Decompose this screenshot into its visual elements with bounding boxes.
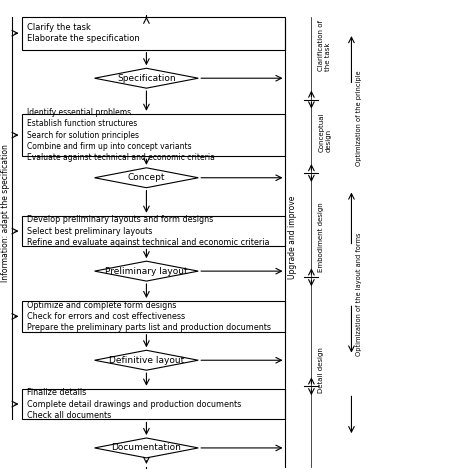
- Polygon shape: [95, 168, 198, 188]
- Text: Documentation: Documentation: [111, 444, 182, 452]
- Text: Upgrade and improve: Upgrade and improve: [288, 195, 297, 279]
- FancyBboxPatch shape: [21, 301, 285, 332]
- Text: Optimization of the principle: Optimization of the principle: [356, 71, 362, 166]
- FancyBboxPatch shape: [21, 114, 285, 156]
- Text: Preliminary layout: Preliminary layout: [105, 267, 188, 275]
- Text: Develop preliminary layouts and form designs
Select best preliminary layouts
Ref: Develop preliminary layouts and form des…: [27, 216, 270, 246]
- Text: Information: adapt the specification: Information: adapt the specification: [0, 145, 9, 282]
- Text: Embodiment design: Embodiment design: [319, 202, 325, 272]
- Polygon shape: [95, 438, 198, 458]
- Polygon shape: [95, 350, 198, 370]
- FancyBboxPatch shape: [21, 17, 285, 50]
- Text: Finalize details
Complete detail drawings and production documents
Check all doc: Finalize details Complete detail drawing…: [27, 389, 241, 419]
- Text: Concept: Concept: [128, 173, 165, 182]
- FancyBboxPatch shape: [21, 389, 285, 419]
- Text: Specification: Specification: [117, 74, 176, 82]
- Polygon shape: [95, 261, 198, 281]
- Polygon shape: [95, 68, 198, 88]
- Text: Detail design: Detail design: [319, 347, 325, 392]
- Text: Optimization of the layout and forms: Optimization of the layout and forms: [356, 232, 362, 356]
- Text: Optimize and complete form designs
Check for errors and cost effectiveness
Prepa: Optimize and complete form designs Check…: [27, 301, 271, 332]
- Text: Clarify the task
Elaborate the specification: Clarify the task Elaborate the specifica…: [27, 23, 140, 43]
- Text: Clarification of
the task: Clarification of the task: [319, 19, 331, 71]
- FancyBboxPatch shape: [21, 216, 285, 246]
- Text: Definitive layout: Definitive layout: [109, 356, 184, 365]
- Text: Identify essential problems
Establish function structures
Search for solution pr: Identify essential problems Establish fu…: [27, 109, 215, 162]
- Text: Conceptual
design: Conceptual design: [319, 113, 331, 153]
